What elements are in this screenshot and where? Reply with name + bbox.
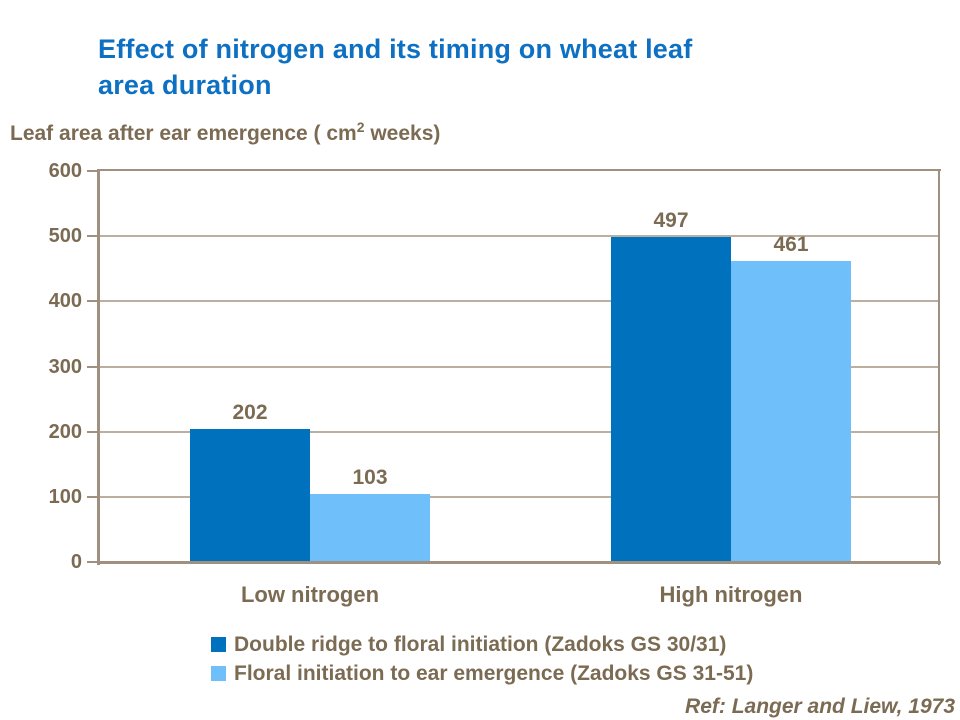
plot-frame-top [97, 169, 941, 171]
legend-label-series2: Floral initiation to ear emergence (Zado… [234, 661, 754, 685]
category-label: High nitrogen [659, 582, 803, 607]
legend-item: Floral initiation to ear emergence (Zado… [211, 659, 753, 688]
slide-title: Effect of nitrogen and its timing on whe… [98, 31, 858, 103]
bar [310, 494, 430, 561]
slide-title-line2: area duration [98, 70, 272, 100]
axis-title-superscript: 2 [356, 119, 365, 135]
gridline [100, 431, 938, 433]
y-axis-label: 500 [48, 225, 82, 247]
gridline [100, 496, 938, 498]
legend: Double ridge to floral initiation (Zadok… [211, 630, 753, 688]
legend-label-series1: Double ridge to floral initiation (Zadok… [234, 632, 727, 656]
y-axis-label: 300 [48, 356, 82, 378]
legend-swatch-series1 [211, 637, 226, 652]
y-axis-label: 400 [48, 290, 82, 312]
gridline [100, 366, 938, 368]
category-label: Low nitrogen [240, 582, 380, 607]
legend-swatch-series2 [211, 666, 226, 681]
y-axis-tick [87, 366, 98, 368]
y-axis-tick [87, 496, 98, 498]
gridline [100, 235, 938, 237]
gridline [100, 300, 938, 302]
y-axis-tick [87, 431, 98, 433]
y-axis-label: 0 [70, 551, 82, 573]
x-axis-line [97, 561, 941, 564]
plot-frame-right [938, 169, 940, 565]
slide-title-line1: Effect of nitrogen and its timing on whe… [98, 34, 693, 64]
legend-item: Double ridge to floral initiation (Zadok… [211, 630, 753, 659]
bar [731, 261, 851, 561]
bar-value-label: 202 [232, 401, 268, 424]
chart-axis-title: Leaf area after ear emergence ( cm2 week… [10, 119, 441, 146]
axis-title-suffix: weeks) [364, 122, 441, 145]
axis-title-text: Leaf area after ear emergence ( cm [10, 122, 357, 145]
y-axis-line [97, 169, 100, 565]
y-axis-label: 100 [48, 486, 82, 508]
y-axis-tick [87, 170, 98, 172]
bar [190, 429, 310, 561]
bar-value-label: 497 [653, 209, 689, 232]
y-axis-tick [87, 235, 98, 237]
y-axis-label: 600 [48, 160, 82, 182]
y-axis-tick [87, 300, 98, 302]
y-axis-label: 200 [48, 421, 82, 443]
bar [611, 237, 731, 561]
reference-note: Ref: Langer and Liew, 1973 [685, 695, 955, 718]
y-axis-tick [87, 561, 98, 563]
bar-value-label: 461 [773, 233, 809, 256]
bar-value-label: 103 [352, 466, 388, 489]
